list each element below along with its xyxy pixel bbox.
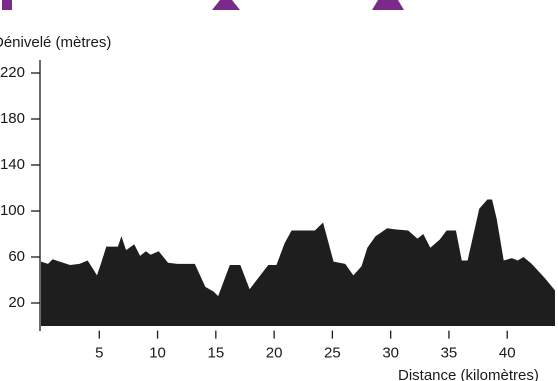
y-tick-label: 140 — [0, 156, 25, 173]
x-tick-label: 25 — [324, 345, 341, 362]
y-tick-label: 20 — [8, 294, 25, 311]
x-tick-label: 15 — [207, 345, 224, 362]
y-tick-label: 220 — [0, 64, 25, 81]
x-axis-title: Distance (kilomètres) — [398, 367, 539, 381]
x-tick-label: 40 — [499, 345, 516, 362]
x-tick-label: 10 — [149, 345, 166, 362]
y-tick-label: 60 — [8, 248, 25, 265]
x-tick-label: 35 — [441, 345, 458, 362]
x-tick-label: 30 — [382, 345, 399, 362]
y-tick-label: 180 — [0, 110, 25, 127]
icon — [372, 0, 404, 10]
elevation-area — [41, 199, 555, 326]
x-tick-label: 5 — [95, 345, 103, 362]
y-axis-title: Dénivelé (mètres) — [0, 34, 111, 51]
x-tick-label: 20 — [266, 345, 283, 362]
y-tick-label: 100 — [0, 202, 25, 219]
icon — [2, 0, 12, 10]
icon — [212, 0, 240, 10]
